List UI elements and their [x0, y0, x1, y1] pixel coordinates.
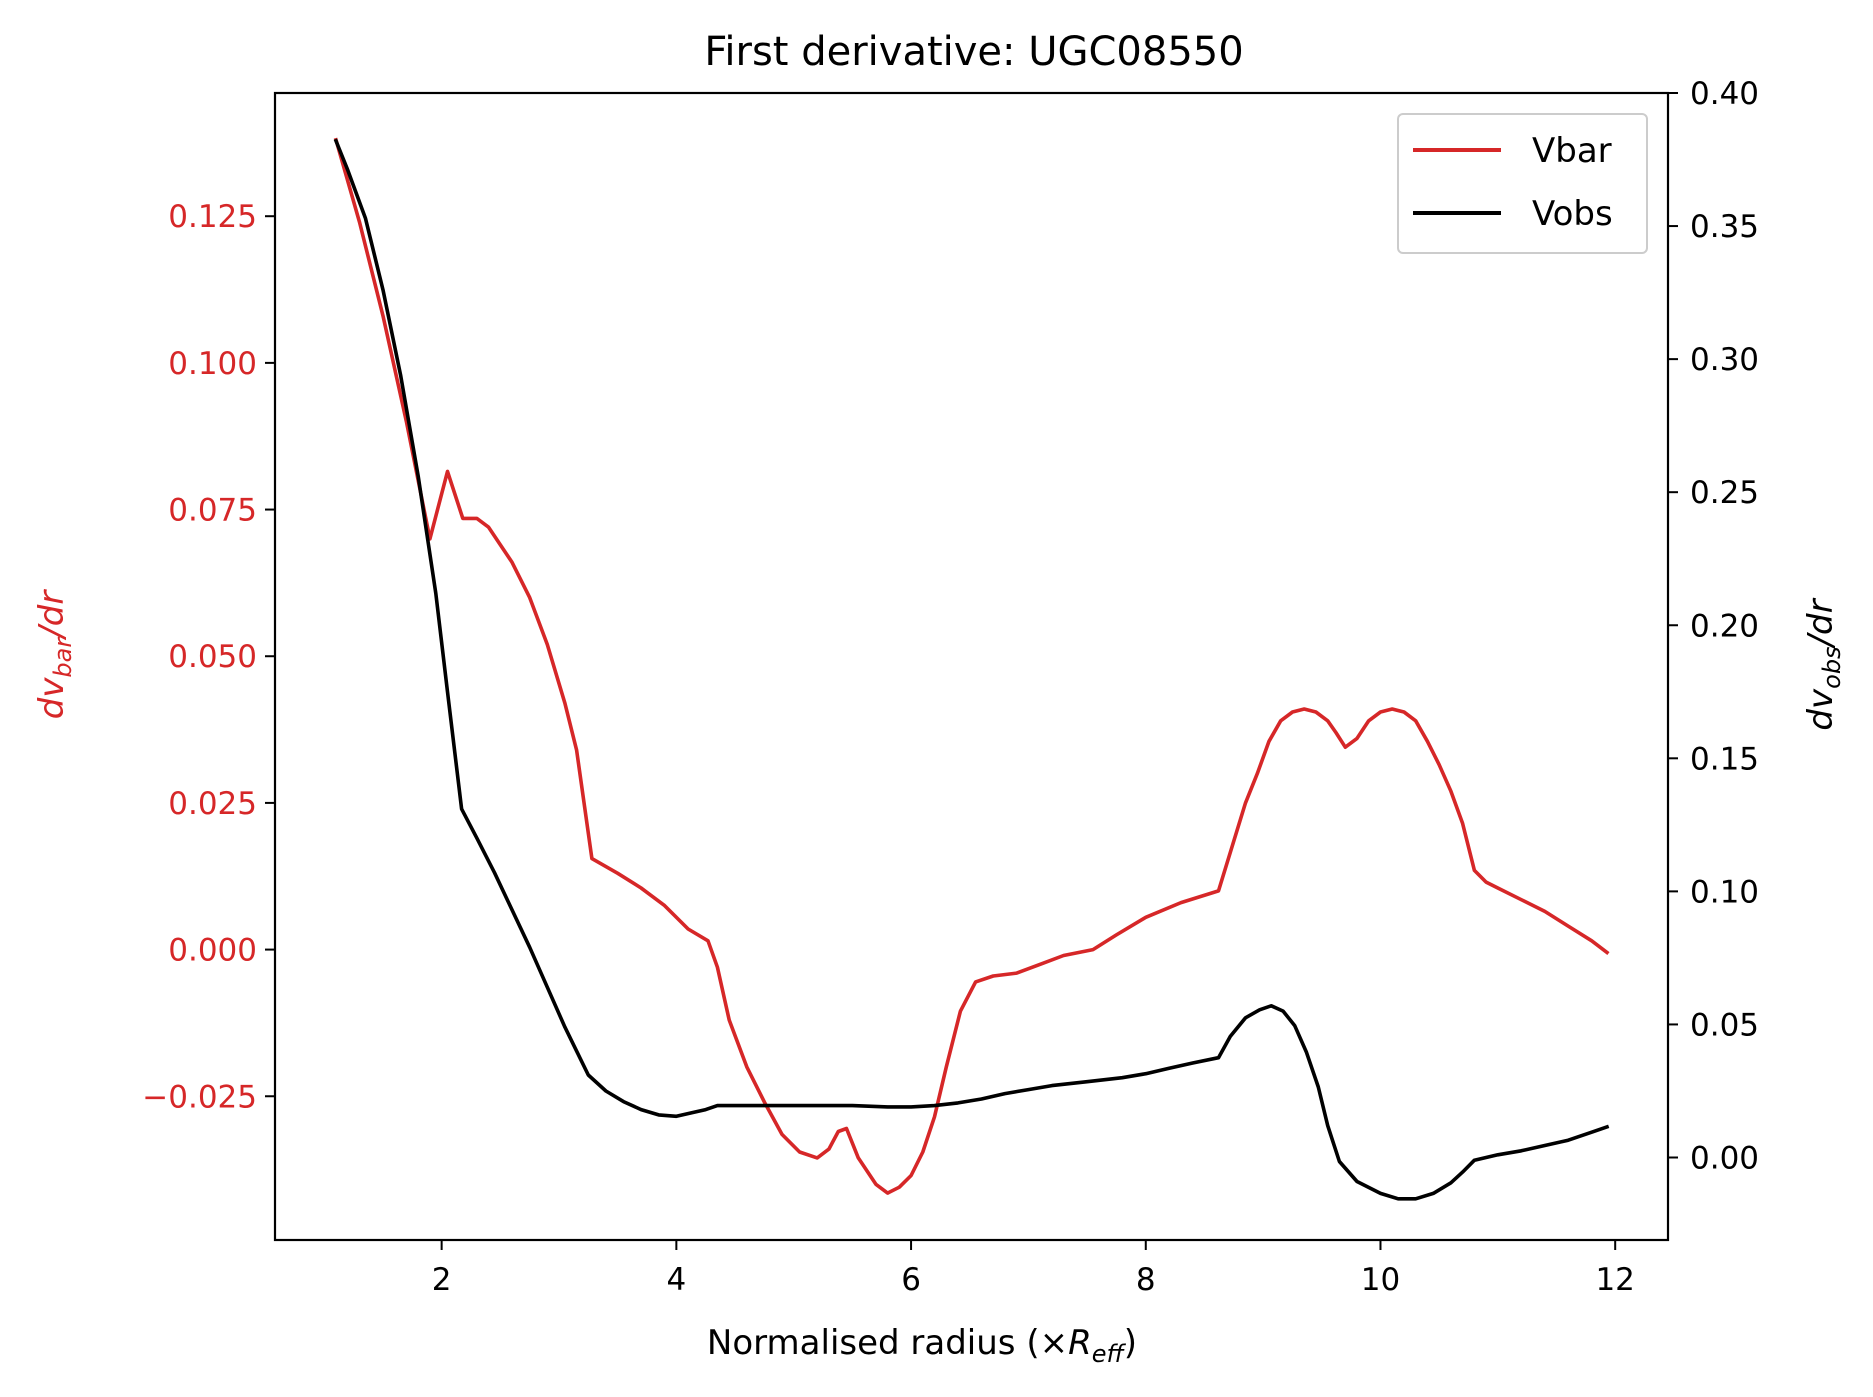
y-right-tick-label: 0.05 — [1690, 1007, 1759, 1043]
x-tick-label: 2 — [432, 1262, 452, 1298]
y-left-tick-label: 0.125 — [168, 199, 257, 235]
y-right-tick-label: 0.35 — [1690, 209, 1759, 245]
y-axis-right-label: dvobs/dr — [1801, 597, 1846, 730]
y-axis-left-label: dvbar/dr — [32, 589, 77, 720]
y-right-tick-label: 0.25 — [1690, 475, 1759, 511]
x-tick-label: 12 — [1595, 1262, 1634, 1298]
series-line-vobs — [333, 138, 1610, 1201]
x-axis: 2 4 6 8 10 12 — [432, 1240, 1635, 1298]
y-axis-left: 0.125 0.100 0.075 0.050 0.025 0.000 −0.025 — [142, 199, 275, 1115]
x-tick-label: 4 — [666, 1262, 686, 1298]
y-right-tick-label: 0.15 — [1690, 741, 1759, 777]
x-axis-label-sub: eff — [1092, 1340, 1127, 1368]
y-left-tick-label: 0.075 — [168, 493, 257, 529]
x-tick-label: 8 — [1136, 1262, 1156, 1298]
x-axis-label-var: R — [1068, 1323, 1092, 1363]
legend: Vbar Vobs — [1397, 113, 1648, 254]
x-axis-label-main: Normalised radius (× — [707, 1323, 1068, 1363]
y-right-tick-label: 0.10 — [1690, 874, 1759, 910]
y-axis-left-label-sub: bar — [49, 636, 77, 678]
x-tick-label: 6 — [901, 1262, 921, 1298]
x-axis-label: Normalised radius (×Reff) — [707, 1323, 1137, 1368]
y-left-tick-label: 0.050 — [168, 639, 257, 675]
y-right-tick-label: 0.30 — [1690, 342, 1759, 378]
y-left-tick-label: 0.025 — [168, 786, 257, 822]
y-right-tick-label: 0.20 — [1690, 608, 1759, 644]
y-right-tick-label: 0.00 — [1690, 1141, 1759, 1177]
x-tick-label: 10 — [1361, 1262, 1400, 1298]
y-axis-right: 0.40 0.35 0.30 0.25 0.20 0.15 0.10 0.05 0.00 — [1668, 76, 1759, 1177]
y-axis-right-label-tail: /dr — [1801, 597, 1841, 649]
chart-title: First derivative: UGC08550 — [704, 29, 1243, 75]
x-axis-label-tail: ) — [1124, 1323, 1137, 1363]
y-axis-left-label-var: dv — [32, 677, 72, 720]
y-axis-left-label-tail: /dr — [32, 589, 72, 641]
y-axis-right-label-sub: obs — [1818, 646, 1846, 688]
legend-label-vbar: Vbar — [1532, 131, 1612, 171]
series-line-vbar — [333, 137, 1610, 1195]
plot-lines — [333, 137, 1610, 1201]
y-right-tick-label: 0.40 — [1690, 76, 1759, 112]
legend-label-vobs: Vobs — [1532, 194, 1613, 234]
y-left-tick-label: 0.100 — [168, 346, 257, 382]
plot-frame — [273, 91, 1670, 1242]
y-left-tick-label: 0.000 — [168, 933, 257, 969]
y-left-tick-label: −0.025 — [142, 1079, 257, 1115]
y-axis-right-label-var: dv — [1801, 688, 1841, 731]
